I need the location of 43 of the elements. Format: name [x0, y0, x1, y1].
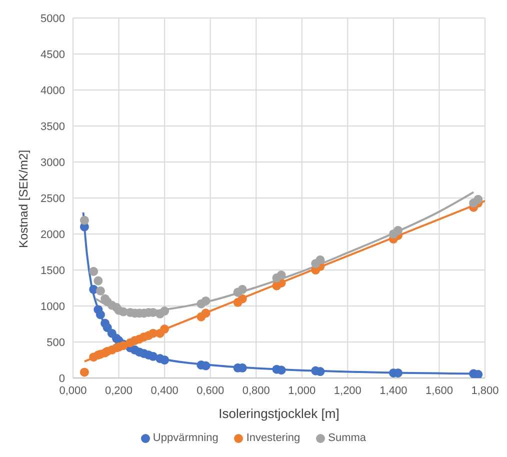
x-tick-label: 0,800	[242, 384, 270, 397]
point	[96, 310, 105, 320]
x-tick-label: 1,000	[288, 384, 316, 397]
x-axis-title: Isoleringstjocklek [m]	[218, 406, 340, 421]
y-tick-label: 2500	[40, 192, 65, 205]
point	[80, 216, 89, 225]
point	[89, 266, 98, 276]
y-tick-label: 3500	[40, 120, 65, 133]
point	[160, 324, 170, 334]
y-tick-label: 2000	[40, 228, 65, 241]
x-tick-label: 0,400	[150, 384, 178, 397]
y-axis-title: Kostnad [SEK/m2]	[16, 150, 30, 248]
legend-label: Uppvärmning	[152, 432, 218, 444]
x-tick-label: 1,400	[380, 384, 408, 397]
point	[316, 255, 325, 264]
x-tick-label: 1,600	[425, 384, 453, 397]
point	[160, 355, 170, 365]
point	[80, 368, 89, 377]
y-tick-label: 5000	[40, 12, 65, 25]
point	[201, 296, 210, 306]
x-tick-label: 0,000	[59, 384, 87, 397]
point	[238, 294, 247, 304]
x-tick-label: 0,600	[196, 384, 224, 397]
x-tick-label: 0,200	[105, 384, 133, 397]
point	[160, 306, 170, 316]
y-tick-label: 1000	[40, 300, 65, 313]
point	[276, 270, 286, 280]
y-tick-label: 4000	[40, 84, 65, 97]
point	[94, 276, 103, 286]
y-tick-label: 4500	[40, 48, 65, 61]
point	[238, 284, 247, 294]
point	[96, 286, 105, 296]
point	[474, 194, 483, 204]
x-tick-label: 1,800	[471, 384, 499, 397]
x-tick-label: 1,200	[334, 384, 362, 397]
y-tick-label: 1500	[40, 264, 65, 277]
point	[394, 226, 403, 235]
y-tick-label: 3000	[40, 156, 65, 169]
legend-label: Summa	[328, 432, 366, 444]
point	[201, 308, 210, 318]
y-tick-label: 0	[58, 372, 65, 385]
y-tick-label: 500	[46, 336, 65, 349]
legend-label: Investering	[246, 432, 300, 444]
